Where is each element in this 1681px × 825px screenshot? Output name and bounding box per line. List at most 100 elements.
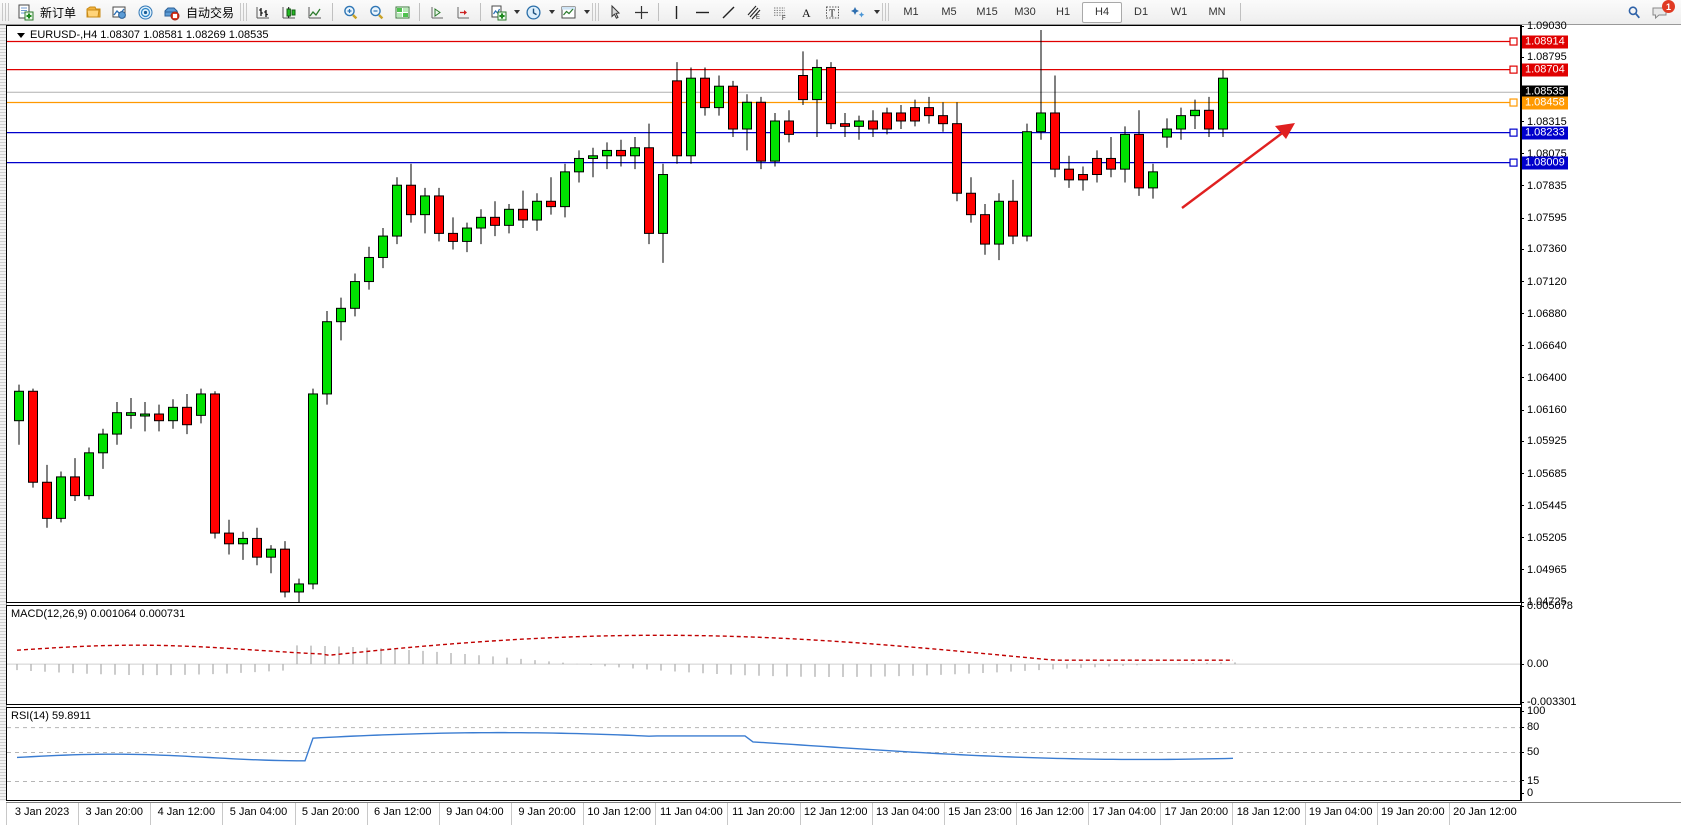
new-order-button[interactable] [12,1,38,23]
timeframe-h4-button[interactable]: H4 [1082,1,1123,23]
toolbar-separator-5 [1240,3,1242,21]
timeframe-h1-button[interactable]: H1 [1056,6,1071,18]
time-axis-label: 4 Jan 12:00 [157,806,216,818]
time-axis-label: 3 Jan 2023 [14,806,70,818]
time-axis[interactable]: 3 Jan 2023 3 Jan 20:00 4 Jan 12:00 5 Jan 04… [6,802,1681,825]
terminal-button[interactable] [106,1,132,23]
time-axis-separator [511,803,512,825]
price-tick: 1.04965 [1521,564,1567,576]
signals-button[interactable] [132,1,158,23]
timeframe-w1-button[interactable]: W1 [1170,6,1188,18]
shapes-button[interactable] [845,1,871,23]
templates-button[interactable] [555,1,581,23]
timeframe-m30-button[interactable]: M30 [1014,6,1036,18]
rsi-panel[interactable]: RSI(14) 59.8911 [6,707,1521,801]
equidistant-channel-button[interactable]: E [741,1,767,23]
pivot-line-tag[interactable]: 1.08458 [1522,96,1568,110]
time-axis-separator [943,803,945,825]
rsi-tick: 100 [1521,705,1545,717]
price-tick: 1.05445 [1521,500,1567,512]
macd-tick: -0.003301 [1521,696,1577,708]
time-axis-label: 17 Jan 20:00 [1164,806,1229,818]
price-chart-panel[interactable]: EURUSD-,H4 1.08307 1.08581 1.08269 1.085… [6,25,1521,603]
macd-axis: 0.005078 0.00 -0.003301 [1521,600,1681,708]
chart-shift-button[interactable] [450,1,476,23]
macd-panel[interactable]: MACD(12,26,9) 0.001064 0.000731 [6,605,1521,705]
resistance-line-2-tag[interactable]: 1.08704 [1522,63,1568,77]
time-axis-separator [655,803,657,825]
auto-trading-button[interactable] [158,1,184,23]
period-dropdown-caret[interactable] [549,10,556,14]
toolbar-grip-3[interactable] [592,3,600,21]
timeframe-d1-button[interactable]: D1 [1134,6,1149,18]
macd-tick: 0.00 [1521,658,1548,670]
bar-chart-button[interactable] [250,1,276,23]
toolbar-separator-2 [419,3,421,21]
cursor-button[interactable] [602,1,628,23]
price-tick: 1.07360 [1521,243,1567,255]
rsi-tick: 50 [1521,746,1539,758]
crosshair-button[interactable] [628,1,654,23]
toolbar-grip-4[interactable] [882,3,890,21]
text-label-button[interactable]: T [819,1,845,23]
chart-menu-caret-icon[interactable] [17,32,25,38]
toolbar-grip[interactable] [2,3,9,21]
time-axis-label: 11 Jan 20:00 [732,806,795,818]
up-trend-arrow[interactable] [1181,123,1295,209]
time-axis-label: 9 Jan 04:00 [446,806,504,818]
time-axis-separator [1016,803,1017,825]
macd-label: MACD(12,26,9) 0.001064 0.000731 [11,608,186,620]
chat-icon[interactable]: 1 [1647,0,1675,23]
toolbar-separator-4 [658,3,660,21]
tile-windows-button[interactable] [389,1,415,23]
timeframe-group: M1 M5 M15 M30 H1 H4 D1 W1 MN [892,1,1236,23]
search-icon[interactable] [1621,1,1647,23]
period-button[interactable] [520,1,546,23]
timeframe-mn-button[interactable]: MN [1208,6,1226,18]
templates-dropdown-caret[interactable] [584,10,591,14]
time-axis-separator [150,803,152,825]
line-chart-button[interactable] [302,1,328,23]
resistance-line-1-tag[interactable]: 1.08914 [1522,35,1568,49]
rsi-canvas [7,727,1520,783]
zoom-out-button[interactable] [363,1,389,23]
shapes-dropdown-caret[interactable] [874,10,881,14]
toolbar-grip-2[interactable] [240,3,248,21]
time-axis-separator [1088,803,1090,825]
time-axis-separator [1448,803,1450,825]
price-tick: 1.05205 [1521,532,1567,544]
time-axis-label: 18 Jan 12:00 [1236,806,1301,818]
time-axis-separator [438,803,440,825]
time-axis-label: 19 Jan 20:00 [1380,806,1445,818]
timeframe-m5-button[interactable]: M5 [941,6,957,18]
trendline-button[interactable] [715,1,741,23]
time-axis-label: 6 Jan 12:00 [374,806,432,818]
support-line-1-tag[interactable]: 1.08233 [1522,126,1568,140]
current-price-tag[interactable]: 1.08535 [1522,85,1568,99]
candlestick-chart-button[interactable] [276,1,302,23]
svg-text:E: E [756,15,760,21]
price-tick: 1.05685 [1521,468,1567,480]
time-axis-separator [366,803,368,825]
svg-text:F: F [782,16,786,21]
price-tick: 1.06640 [1521,340,1567,352]
timeframe-m1-button[interactable]: M1 [903,6,919,18]
indicators-dropdown-caret[interactable] [514,10,521,14]
time-axis-separator [1160,803,1162,825]
price-axis[interactable]: 1.090301.087951.085351.083151.080751.078… [1521,20,1681,608]
text-button[interactable]: A [793,1,819,23]
svg-text:T: T [829,8,835,19]
indicators-button[interactable] [485,1,511,23]
fibonacci-button[interactable]: F [767,1,793,23]
folder-button[interactable] [80,1,106,23]
price-tick: 1.06880 [1521,308,1567,320]
horizontal-line-button[interactable] [689,1,715,23]
support-line-2-tag[interactable]: 1.08009 [1522,156,1568,170]
auto-scroll-button[interactable] [424,1,450,23]
vertical-line-button[interactable] [663,1,689,23]
timeframe-m15-button[interactable]: M15 [976,6,998,18]
toolbar-separator-1 [332,3,334,21]
zoom-in-button[interactable] [337,1,363,23]
time-axis-label: 13 Jan 04:00 [875,806,940,818]
symbol-header[interactable]: EURUSD-,H4 1.08307 1.08581 1.08269 1.085… [17,29,269,41]
